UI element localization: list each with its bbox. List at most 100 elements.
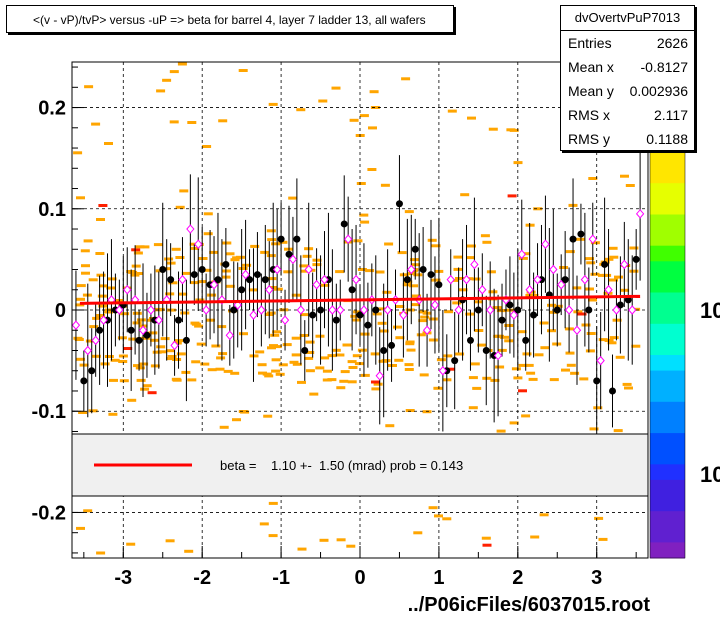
histogram-cell [433,386,443,390]
fit-legend: beta = 1.10 +- 1.50 (mrad) prob = 0.143 [71,433,649,497]
stats-row-rms-y: RMS y 0.1188 [561,127,694,151]
palette-cell [650,370,685,387]
data-point [411,245,419,253]
histogram-cell [620,174,629,178]
histogram-cell [104,310,114,314]
histogram-cell [250,244,260,248]
histogram-cell [511,367,521,371]
histogram-cell [257,363,267,367]
histogram-cell [89,325,99,329]
histogram-cell [260,250,270,254]
histogram-cell [275,372,285,376]
palette-cell [650,339,685,356]
histogram-cell [268,286,277,289]
histogram-cell [135,366,145,370]
data-point [553,306,561,314]
histogram-cell [322,369,332,373]
histogram-cell [371,380,380,384]
histogram-cell [75,303,85,307]
data-point [301,346,309,354]
histogram-cell [266,254,276,258]
histogram-cell [407,272,417,276]
data-point [430,300,440,310]
stats-row-mean-x: Mean x -0.8127 [561,55,694,79]
histogram-cell [455,277,464,280]
data-point [498,316,506,324]
histogram-cell [118,360,128,363]
palette-cell [650,183,685,200]
histogram-cell [132,311,142,315]
data-point [577,230,585,238]
histogram-cell [579,377,589,381]
histogram-cell [349,118,359,122]
histogram-cell [434,514,443,518]
data-point [620,259,629,270]
histogram-cell [211,344,221,348]
histogram-cell [348,366,358,369]
histogram-cell [160,337,170,341]
histogram-cell [586,261,596,265]
histogram-cell [320,356,330,360]
histogram-cell [76,196,85,200]
histogram-cell [153,243,163,247]
histogram-cell [322,378,332,382]
histogram-cell [413,273,423,277]
histogram-cell [604,339,614,342]
stats-label: Mean x [568,59,614,75]
histogram-cell [495,365,505,369]
histogram-cell [522,352,532,356]
histogram-cell [521,414,531,418]
histogram-cell [394,358,404,362]
stats-histogram-name: dvOvertvPuP7013 [561,6,694,31]
data-point [514,306,522,314]
histogram-cell [488,290,498,294]
histogram-cell [171,377,181,381]
histogram-cell [418,319,428,323]
histogram-cell [225,252,235,256]
histogram-cell [165,292,175,296]
histogram-cell [187,121,197,124]
histogram-cell [530,535,540,539]
histogram-cell [194,324,204,328]
histogram-cell [271,358,281,362]
histogram-cell [80,249,90,253]
histogram-cell [436,358,446,362]
data-point [569,235,577,243]
histogram-cell [305,369,315,373]
histogram-cell [566,363,576,367]
data-point [261,276,269,284]
histogram-cell [73,151,83,155]
histogram-cell [196,342,206,346]
histogram-cell [98,204,108,207]
histogram-cell [128,337,138,341]
histogram-cell [232,418,241,422]
data-point [201,305,211,315]
histogram-cell [377,321,387,325]
palette-cell [650,261,685,278]
histogram-cell [352,354,362,358]
data-point [438,365,448,376]
histogram-cell [114,299,124,302]
histogram-cell [594,516,604,520]
histogram-cell [222,241,232,245]
data-point [178,274,187,285]
data-point [612,305,621,315]
data-point [533,274,542,285]
histogram-cell [404,368,414,371]
histogram-cell [119,379,129,383]
data-point [435,281,443,289]
histogram-cell [169,70,179,74]
data-point [170,340,179,351]
stats-row-rms-x: RMS x 2.117 [561,103,694,127]
data-point [198,266,206,274]
data-point [272,264,282,275]
histogram-cell [135,245,145,249]
histogram-cell [96,273,106,277]
histogram-cell [350,314,360,318]
color-palette [649,151,686,559]
palette-cell [650,433,685,450]
histogram-cell [482,240,492,244]
histogram-cell [302,254,312,258]
histogram-cell [300,269,310,273]
histogram-cell [378,359,388,363]
